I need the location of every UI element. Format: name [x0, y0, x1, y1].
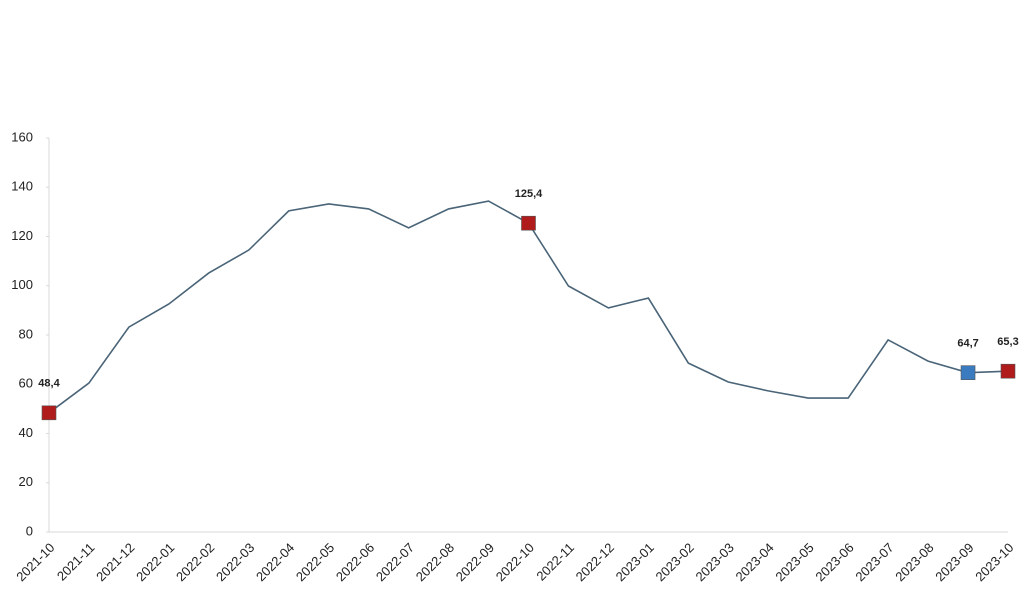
y-tick-label: 60: [19, 376, 33, 391]
x-tick-label: 2023-07: [852, 540, 896, 584]
x-tick-label: 2022-09: [453, 540, 497, 584]
x-tick-label: 2023-04: [732, 540, 776, 584]
x-tick-label: 2023-01: [613, 540, 657, 584]
y-tick-label: 20: [19, 474, 33, 489]
x-tick-label: 2022-11: [533, 540, 577, 584]
marker: [41, 405, 57, 421]
line: [48, 200, 1009, 414]
marker: [960, 365, 976, 380]
data-label: 64,7: [957, 338, 978, 350]
x-tick-label: 2023-10: [972, 540, 1016, 584]
x-tick-label: 2021-12: [93, 540, 137, 584]
x-tick-label: 2023-08: [892, 540, 936, 584]
x-tick-label: 2023-05: [772, 540, 816, 584]
x-tick-label: 2023-02: [653, 540, 697, 584]
y-tick-label: 160: [11, 129, 33, 144]
x-tick-label: 2022-12: [573, 540, 617, 584]
marker: [521, 215, 536, 231]
y-tick-label: 100: [11, 277, 33, 292]
data-label: 48,4: [38, 378, 60, 390]
y-tick-label: 80: [19, 326, 33, 341]
x-tick-label: 2022-05: [293, 540, 337, 584]
x-tick-label: 2023-09: [932, 540, 976, 584]
y-tick-label: 40: [19, 425, 33, 440]
x-tick-label: 2023-03: [692, 540, 736, 584]
x-tick-label: 2022-01: [133, 540, 177, 584]
x-tick-label: 2021-11: [54, 540, 98, 584]
x-tick-label: 2022-02: [173, 540, 217, 584]
marker: [1000, 363, 1016, 379]
x-tick-label: 2022-07: [373, 540, 417, 584]
y-tick-label: 120: [11, 228, 33, 243]
x-tick-label: 2022-08: [413, 540, 457, 584]
x-tick-label: 2022-03: [213, 540, 257, 584]
y-tick-label: 140: [11, 179, 33, 194]
x-tick-label: 2021-10: [13, 540, 57, 584]
x-tick-label: 2022-04: [253, 540, 297, 584]
data-label: 125,4: [515, 188, 543, 200]
x-tick-label: 2023-06: [812, 540, 856, 584]
x-tick-label: 2022-10: [493, 540, 537, 584]
x-tick-label: 2022-06: [333, 540, 377, 584]
data-label: 65,3: [997, 336, 1018, 348]
y-tick-label: 0: [26, 523, 33, 538]
